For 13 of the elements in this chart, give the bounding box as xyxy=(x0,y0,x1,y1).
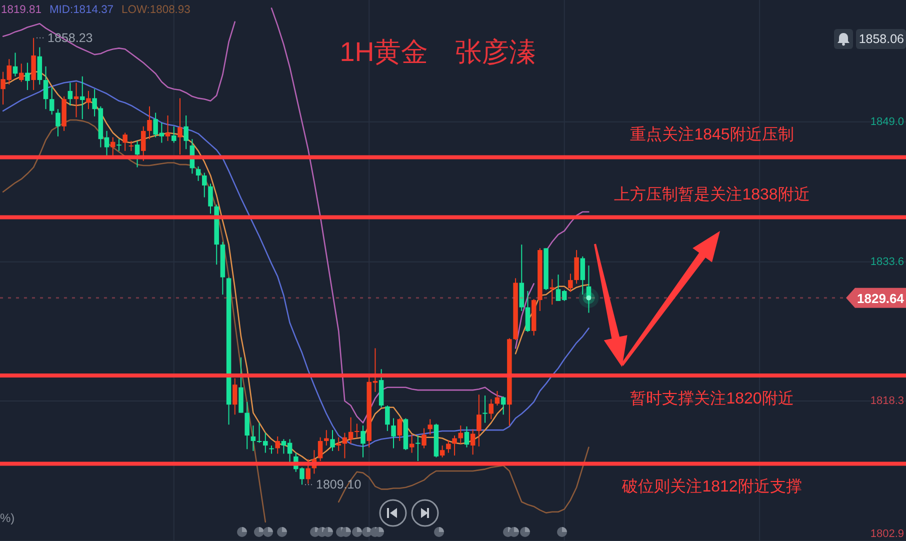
y-tick-label: 1849.0 xyxy=(870,116,904,128)
y-tick-label: 1833.6 xyxy=(870,256,904,268)
ref-line-label: 重点关注1845附近压制 xyxy=(630,124,794,143)
y-tick-label: 1802.9 xyxy=(870,528,904,540)
series-readout: 1819.81 MID:1814.37 LOW:1808.93 xyxy=(1,4,190,16)
ref-line-label: 1829.64 xyxy=(857,290,905,306)
y-tick-label: 1818.3 xyxy=(870,394,904,407)
ref-line-label: 暂时支撑关注1820附近 xyxy=(630,389,794,408)
ref-line-label: 破位则关注1812附近支撑 xyxy=(621,477,802,496)
ref-line-label: 上方压制暂是关注1838附近 xyxy=(614,184,810,203)
annotation: %) xyxy=(0,511,15,525)
title: 1H黄金 张彦溱 xyxy=(340,37,536,67)
annotation: 1858.06 xyxy=(834,29,906,49)
